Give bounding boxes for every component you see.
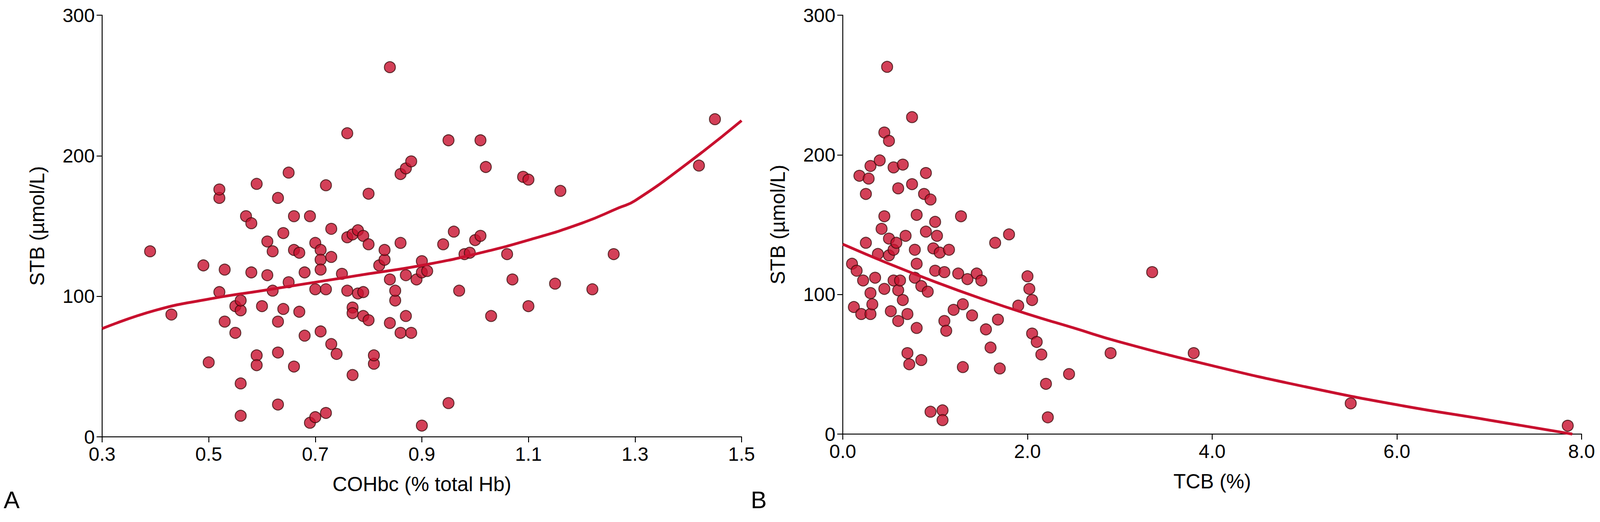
svg-text:B: B (750, 486, 767, 513)
svg-text:100: 100 (62, 285, 95, 307)
svg-text:1.1: 1.1 (514, 443, 542, 465)
svg-text:TCB (%): TCB (%) (1173, 469, 1252, 493)
svg-text:1.5: 1.5 (728, 443, 755, 465)
svg-text:300: 300 (62, 4, 95, 27)
svg-text:STB (µmol/L): STB (µmol/L) (25, 166, 49, 286)
svg-text:1.3: 1.3 (621, 443, 649, 465)
svg-text:0.9: 0.9 (408, 443, 436, 465)
svg-text:4.0: 4.0 (1198, 440, 1226, 462)
svg-text:2.0: 2.0 (1013, 440, 1041, 462)
svg-text:200: 200 (62, 144, 95, 167)
svg-text:0.3: 0.3 (88, 443, 116, 465)
svg-text:100: 100 (803, 283, 836, 306)
svg-text:0.5: 0.5 (195, 443, 222, 465)
svg-text:0: 0 (824, 423, 836, 445)
svg-text:300: 300 (803, 4, 836, 27)
svg-text:8.0: 8.0 (1568, 440, 1595, 462)
svg-text:0.0: 0.0 (829, 440, 857, 462)
svg-text:200: 200 (803, 143, 836, 166)
svg-text:0.7: 0.7 (301, 443, 329, 465)
svg-text:0: 0 (84, 425, 95, 448)
svg-text:COHbc (% total Hb): COHbc (% total Hb) (332, 472, 512, 495)
svg-text:6.0: 6.0 (1383, 440, 1411, 462)
svg-text:STB (µmol/L): STB (µmol/L) (766, 164, 789, 285)
svg-text:A: A (3, 486, 20, 513)
